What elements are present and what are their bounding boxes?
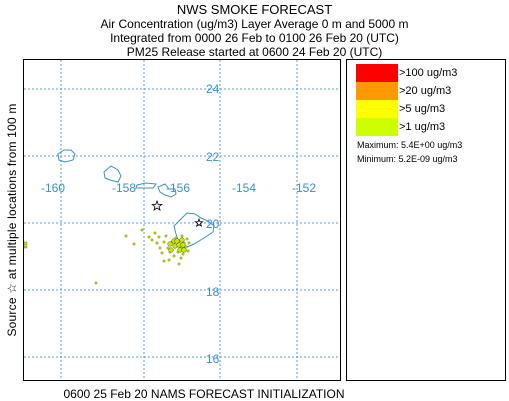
plume-dot bbox=[168, 247, 174, 253]
plume-dot bbox=[94, 281, 98, 285]
plume-dot bbox=[155, 241, 159, 245]
plume-dot bbox=[180, 242, 186, 248]
plume-dot bbox=[124, 234, 128, 238]
plume-dot bbox=[164, 234, 168, 238]
legend-label-20: >20 ug/m3 bbox=[399, 85, 452, 97]
legend-label-1: >1 ug/m3 bbox=[399, 121, 446, 133]
maximum-value: Maximum: 5.4E+00 ug/m3 bbox=[357, 140, 463, 150]
coastlines bbox=[57, 149, 215, 249]
forecast-initialization: 0600 25 Feb 20 NAMS FORECAST INITIALIZAT… bbox=[63, 387, 345, 401]
map-svg: 24 22 20 18 16 -160 -158 -156 -154 -152 bbox=[23, 60, 340, 380]
plume-dot bbox=[177, 262, 181, 266]
lat-label-16: 16 bbox=[206, 352, 220, 366]
plume-dot bbox=[167, 258, 171, 262]
legend-swatch-orange bbox=[356, 82, 398, 100]
legend-label-100: >100 ug/m3 bbox=[399, 67, 458, 79]
latitude-labels: 24 22 20 18 16 bbox=[206, 82, 220, 366]
hawaii-island bbox=[173, 212, 215, 249]
molokai-island bbox=[135, 182, 157, 189]
legend-swatch-red bbox=[356, 64, 398, 82]
minimum-value: Minimum: 5.2E-09 ug/m3 bbox=[357, 154, 458, 164]
lon-label-158: -158 bbox=[112, 181, 136, 195]
west-plume-edge bbox=[23, 241, 28, 249]
legend-row-5: >5 ug/m3 bbox=[356, 100, 506, 118]
plume-dot bbox=[179, 256, 183, 260]
legend-label-5: >5 ug/m3 bbox=[399, 103, 446, 115]
plume-dot bbox=[187, 241, 191, 245]
star-icon bbox=[194, 217, 204, 227]
plume-dot bbox=[23, 241, 28, 246]
plume-dot bbox=[181, 252, 185, 256]
lat-label-20: 20 bbox=[206, 217, 220, 231]
map-panel: 24 22 20 18 16 -160 -158 -156 -154 -152 bbox=[23, 59, 341, 381]
release-info: PM25 Release started at 0600 24 Feb 20 (… bbox=[126, 45, 383, 59]
plume-dot bbox=[185, 237, 189, 241]
lat-label-22: 22 bbox=[206, 150, 220, 164]
concentration-subtitle: Air Concentration (ug/m3) Layer Average … bbox=[100, 17, 409, 31]
lat-label-24: 24 bbox=[206, 82, 220, 96]
plume-dot bbox=[181, 247, 187, 253]
plume-dot bbox=[186, 249, 190, 253]
plume-dot bbox=[162, 240, 166, 244]
legend-swatch-yellow bbox=[356, 100, 398, 118]
plume-dot bbox=[23, 245, 28, 249]
legend-row-20: >20 ug/m3 bbox=[356, 82, 506, 100]
legend-row-1: >1 ug/m3 bbox=[356, 118, 506, 136]
source-markers bbox=[151, 199, 204, 227]
plume-dot bbox=[132, 242, 136, 246]
star-icon bbox=[151, 199, 163, 211]
legend-panel: >100 ug/m3 >20 ug/m3 >5 ug/m3 >1 ug/m3 M… bbox=[346, 59, 506, 381]
map-title: NWS SMOKE FORECAST bbox=[176, 2, 333, 17]
plume-dots bbox=[94, 228, 191, 285]
longitude-labels: -160 -158 -156 -154 -152 bbox=[41, 181, 316, 195]
lon-label-154: -154 bbox=[232, 181, 256, 195]
lon-label-160: -160 bbox=[41, 181, 65, 195]
lon-label-156: -156 bbox=[166, 181, 190, 195]
plume-dot bbox=[157, 235, 161, 239]
lat-label-18: 18 bbox=[206, 285, 220, 299]
plume-dot bbox=[150, 238, 154, 242]
plume-dot bbox=[162, 259, 166, 263]
plume-dot bbox=[179, 237, 185, 243]
plume-dot bbox=[184, 245, 188, 249]
plume-dot bbox=[174, 238, 180, 244]
oahu-island bbox=[103, 165, 122, 183]
plume-dot bbox=[160, 251, 164, 255]
legend-swatch-lime bbox=[356, 118, 398, 136]
plume-dot bbox=[158, 246, 162, 250]
plume-dot bbox=[147, 235, 151, 239]
plume-dot bbox=[166, 246, 170, 250]
maui-island bbox=[157, 183, 177, 198]
graticule bbox=[24, 60, 340, 380]
plume-dot bbox=[140, 228, 144, 232]
legend-row-100: >100 ug/m3 bbox=[356, 64, 506, 82]
title-block: NWS SMOKE FORECAST Air Concentration (ug… bbox=[0, 0, 509, 59]
source-side-label: Source ☆ at multiple locations from 100 … bbox=[0, 59, 23, 381]
plume-dot bbox=[167, 241, 173, 247]
plume-dot bbox=[180, 234, 184, 238]
lon-label-152: -152 bbox=[292, 181, 316, 195]
source-label-text: Source ☆ at multiple locations from 100 … bbox=[4, 103, 19, 337]
plume-cluster bbox=[167, 237, 187, 253]
plume-dot bbox=[172, 254, 176, 258]
plume-dot bbox=[153, 231, 157, 235]
kauai-island bbox=[57, 149, 76, 163]
integration-period: Integrated from 0000 26 Feb to 0100 26 F… bbox=[110, 31, 399, 45]
